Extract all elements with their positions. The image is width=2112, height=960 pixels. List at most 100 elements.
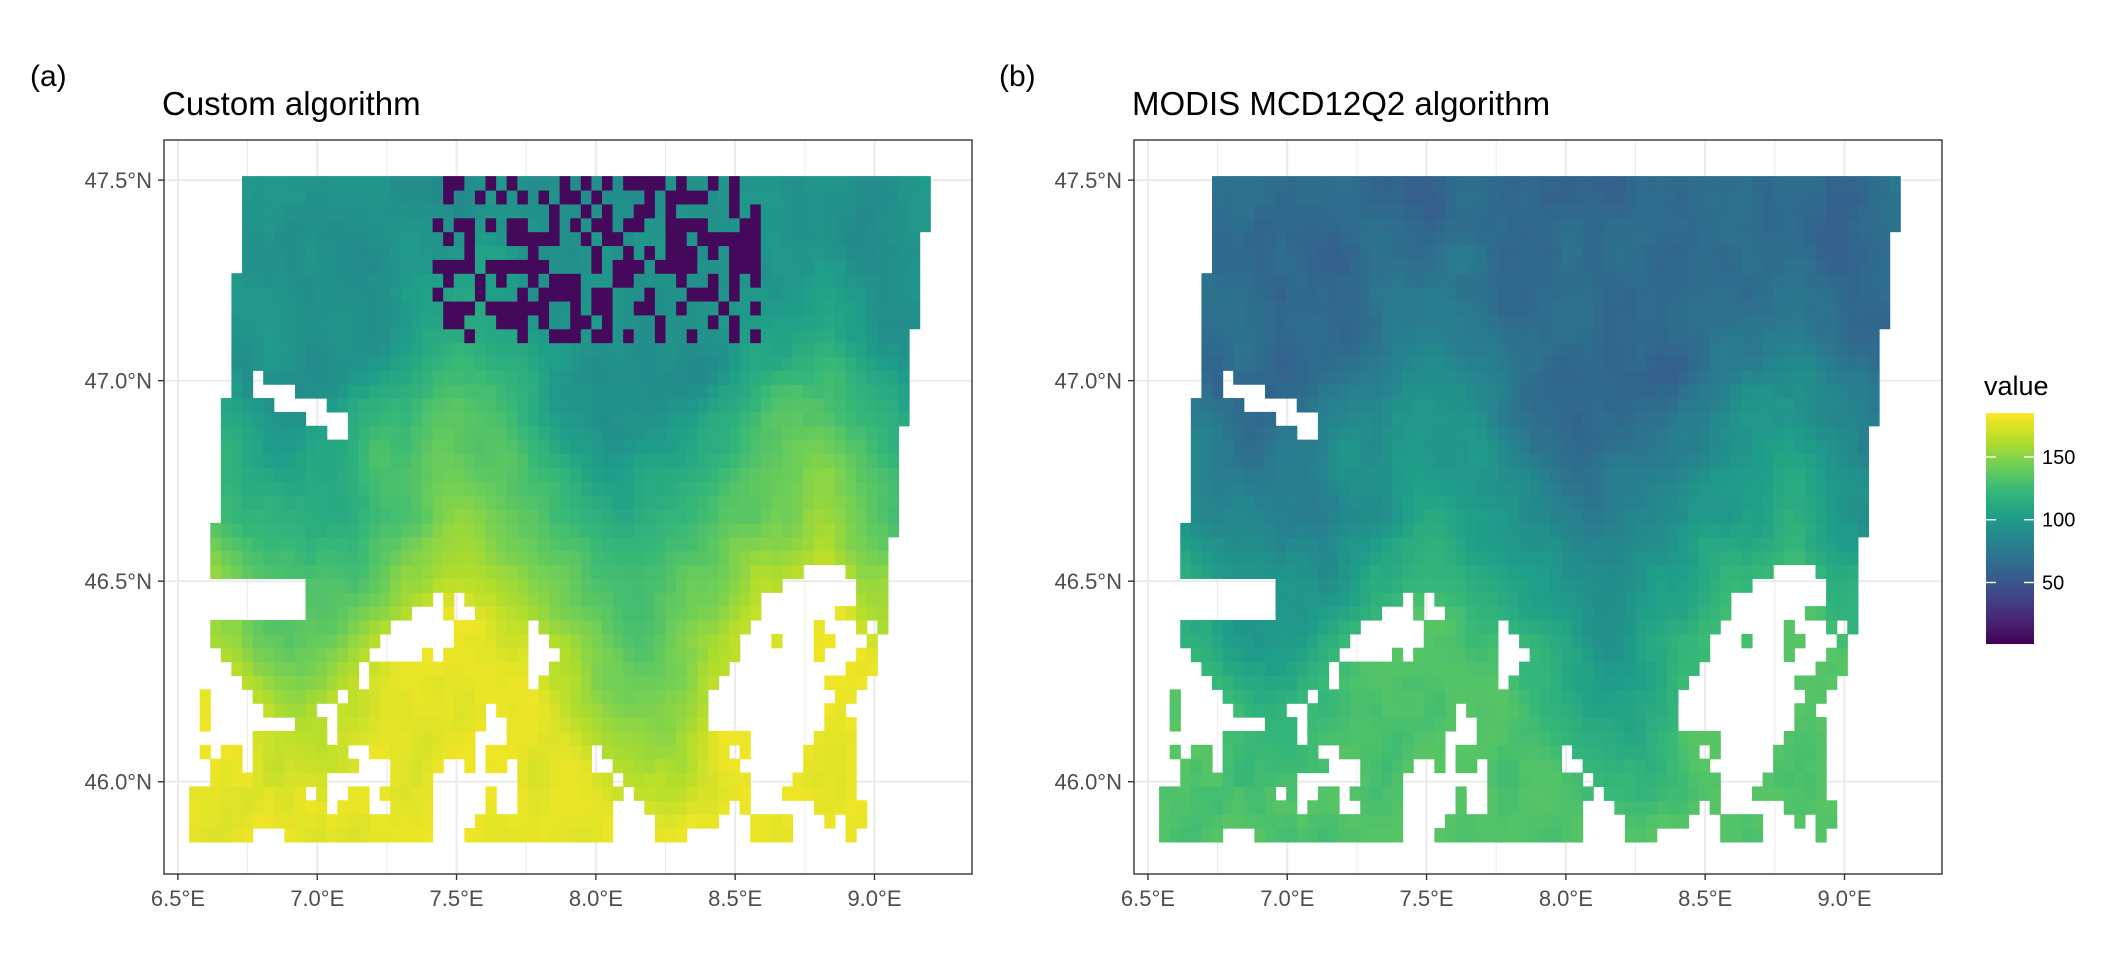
raster-cell — [1328, 550, 1340, 566]
raster-cell — [654, 564, 667, 579]
raster-cell — [1519, 384, 1531, 399]
raster-cell — [390, 398, 402, 413]
raster-cell — [1815, 384, 1827, 399]
raster-cell — [506, 342, 518, 358]
raster-cell — [1699, 411, 1711, 427]
raster-cell — [1550, 633, 1563, 649]
raster-cell — [390, 509, 402, 524]
raster-cell — [453, 411, 465, 427]
raster-cell — [1571, 675, 1584, 690]
raster-cell — [1762, 564, 1774, 579]
raster-cell — [464, 370, 476, 385]
raster-cell — [887, 342, 900, 358]
raster-cell — [612, 578, 624, 593]
raster-cell — [601, 287, 614, 302]
raster-cell — [199, 828, 211, 843]
raster-cell — [1603, 564, 1615, 579]
raster-cell — [623, 703, 635, 718]
raster-cell — [1529, 633, 1541, 649]
raster-cell — [1519, 439, 1531, 455]
raster-cell — [1699, 522, 1711, 538]
raster-cell — [580, 425, 593, 441]
raster-cell — [1688, 467, 1700, 482]
raster-cell — [1317, 592, 1330, 607]
raster-cell — [1296, 398, 1308, 413]
raster-cell — [263, 217, 275, 233]
raster-cell — [1381, 439, 1393, 455]
raster-cell — [358, 536, 370, 552]
raster-cell — [654, 606, 667, 621]
raster-cell — [273, 661, 285, 677]
raster-cell — [1540, 384, 1552, 399]
raster-cell — [538, 217, 550, 233]
raster-cell — [1540, 744, 1552, 760]
raster-cell — [824, 633, 836, 649]
raster-cell — [316, 287, 328, 302]
raster-cell — [231, 287, 243, 302]
raster-cell — [1656, 439, 1668, 455]
raster-cell — [834, 314, 847, 330]
raster-cell — [1826, 661, 1838, 677]
raster-cell — [792, 342, 804, 358]
raster-cell — [400, 800, 413, 815]
raster-cell — [1264, 730, 1277, 746]
raster-cell — [474, 231, 487, 247]
raster-cell — [400, 717, 413, 732]
raster-cell — [294, 189, 307, 205]
raster-cell — [1444, 647, 1457, 663]
raster-cell — [718, 730, 730, 746]
raster-cell — [1254, 786, 1266, 801]
raster-b — [1159, 176, 1901, 843]
raster-cell — [580, 633, 593, 649]
raster-cell — [1307, 592, 1319, 607]
raster-cell — [1254, 300, 1266, 316]
raster-cell — [813, 287, 825, 302]
raster-cell — [326, 217, 338, 233]
raster-cell — [422, 328, 434, 344]
raster-cell — [1593, 509, 1605, 524]
raster-cell — [591, 717, 603, 732]
raster-cell — [1487, 689, 1499, 704]
raster-cell — [1667, 481, 1679, 496]
raster-cell — [231, 800, 243, 815]
raster-cell — [1656, 758, 1668, 774]
raster-cell — [1233, 495, 1245, 510]
raster-cell — [347, 703, 360, 718]
raster-cell — [559, 550, 571, 566]
raster-cell — [1720, 356, 1732, 371]
raster-cell — [771, 522, 783, 538]
raster-cell — [1603, 730, 1615, 746]
raster-cell — [1582, 481, 1594, 496]
raster-cell — [1677, 578, 1690, 593]
raster-cell — [1762, 425, 1774, 441]
raster-cell — [379, 245, 391, 260]
raster-cell — [633, 772, 645, 788]
raster-cell — [294, 273, 307, 288]
raster-cell — [294, 259, 307, 274]
raster-cell — [1317, 786, 1330, 801]
raster-cell — [1751, 328, 1764, 344]
raster-cell — [729, 259, 741, 274]
raster-cell — [676, 522, 688, 538]
raster-cell — [1317, 661, 1330, 677]
raster-cell — [1561, 425, 1573, 441]
raster-cell — [1212, 661, 1224, 677]
raster-cell — [824, 772, 836, 788]
raster-cell — [676, 730, 688, 746]
raster-cell — [1783, 356, 1795, 371]
raster-cell — [729, 564, 741, 579]
raster-cell — [453, 661, 465, 677]
raster-cell — [347, 245, 360, 260]
raster-cell — [400, 217, 413, 233]
raster-cell — [1751, 356, 1764, 371]
raster-cell — [347, 578, 360, 593]
raster-cell — [411, 592, 423, 607]
raster-cell — [474, 439, 487, 455]
raster-cell — [220, 772, 233, 788]
raster-cell — [1635, 495, 1647, 510]
raster-cell — [242, 314, 254, 330]
raster-cell — [464, 398, 476, 413]
raster-cell — [1434, 619, 1446, 635]
raster-cell — [1487, 703, 1499, 718]
raster-cell — [559, 231, 571, 247]
